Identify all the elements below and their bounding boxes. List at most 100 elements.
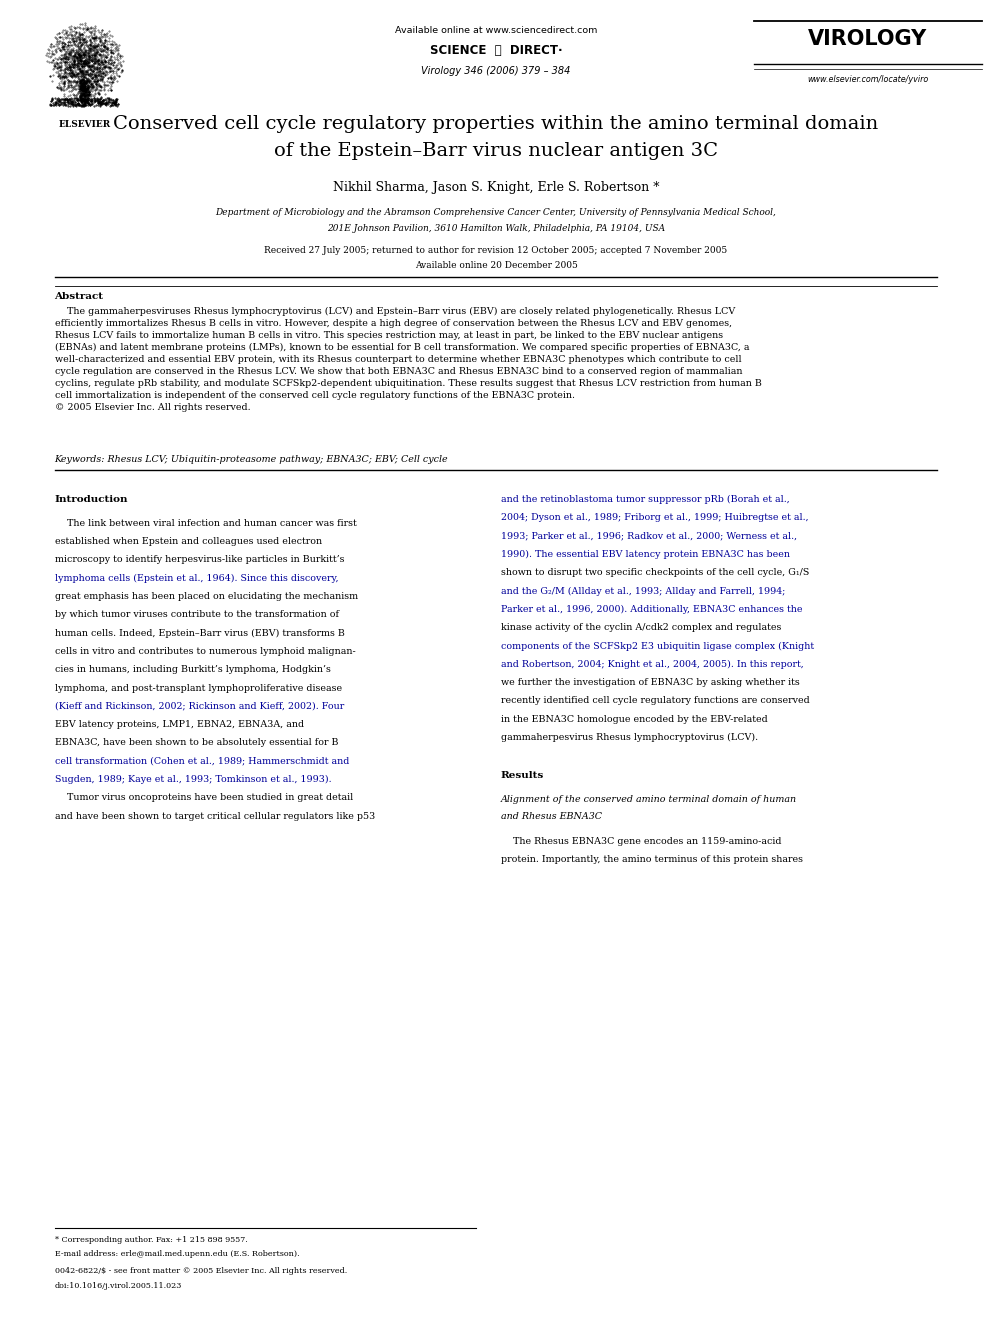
Point xyxy=(70,33,86,54)
Point xyxy=(104,33,120,54)
Point xyxy=(73,33,89,54)
Point xyxy=(83,79,99,101)
Point xyxy=(89,78,105,99)
Point xyxy=(76,94,92,115)
Point xyxy=(88,70,104,91)
Point xyxy=(68,64,84,85)
Point xyxy=(71,50,87,71)
Point xyxy=(83,36,99,57)
Point xyxy=(91,53,107,74)
Point xyxy=(80,64,96,85)
Point xyxy=(100,44,116,65)
Point xyxy=(92,32,108,53)
Point xyxy=(98,74,114,95)
Point xyxy=(73,53,89,74)
Point xyxy=(72,85,88,106)
Point xyxy=(102,79,118,101)
Point xyxy=(59,36,74,57)
Point xyxy=(57,66,72,87)
Point xyxy=(87,26,103,48)
Point xyxy=(95,90,111,111)
Point xyxy=(54,91,69,112)
Point xyxy=(67,85,83,106)
Point xyxy=(110,40,126,61)
Point xyxy=(81,89,97,110)
Point xyxy=(97,61,113,82)
Point xyxy=(62,45,78,66)
Point xyxy=(87,71,103,93)
Point xyxy=(87,62,103,83)
Point xyxy=(53,60,68,81)
Point xyxy=(58,78,73,99)
Point xyxy=(67,95,83,116)
Point xyxy=(69,52,85,73)
Point xyxy=(88,75,104,97)
Point xyxy=(61,54,76,75)
Point xyxy=(97,90,113,111)
Point xyxy=(92,29,108,50)
Point xyxy=(57,32,72,53)
Point xyxy=(78,53,94,74)
Point xyxy=(62,90,78,111)
Point xyxy=(75,56,91,77)
Point xyxy=(78,79,94,101)
Point xyxy=(102,66,118,87)
Point xyxy=(95,34,111,56)
Point xyxy=(75,66,91,87)
Point xyxy=(67,17,83,38)
Point xyxy=(86,33,102,54)
Point xyxy=(71,87,87,108)
Point xyxy=(51,54,66,75)
Point xyxy=(83,75,99,97)
Point xyxy=(70,74,86,95)
Point xyxy=(74,91,90,112)
Point xyxy=(76,78,92,99)
Text: Available online at www.sciencedirect.com: Available online at www.sciencedirect.co… xyxy=(395,26,597,36)
Point xyxy=(108,62,124,83)
Point xyxy=(70,52,86,73)
Point xyxy=(68,21,84,42)
Point xyxy=(49,91,64,112)
Point xyxy=(65,37,81,58)
Point xyxy=(41,52,57,73)
Point xyxy=(75,29,91,50)
Point xyxy=(78,82,94,103)
Point xyxy=(52,22,67,44)
Point xyxy=(91,74,107,95)
Point xyxy=(73,71,89,93)
Point xyxy=(74,48,90,69)
Point xyxy=(102,56,118,77)
Point xyxy=(98,93,114,114)
Point xyxy=(50,36,65,57)
Point xyxy=(84,61,100,82)
Point xyxy=(92,91,108,112)
Point xyxy=(72,74,88,95)
Point xyxy=(94,70,110,91)
Text: 1993; Parker et al., 1996; Radkov et al., 2000; Werness et al.,: 1993; Parker et al., 1996; Radkov et al.… xyxy=(501,532,798,541)
Point xyxy=(57,48,72,69)
Point xyxy=(85,37,101,58)
Point xyxy=(72,29,88,50)
Point xyxy=(57,89,72,110)
Point xyxy=(97,30,113,52)
Point xyxy=(85,87,101,108)
Point xyxy=(87,50,103,71)
Point xyxy=(87,42,103,64)
Point xyxy=(96,40,112,61)
Point xyxy=(79,78,95,99)
Point xyxy=(95,34,111,56)
Point xyxy=(74,95,90,116)
Point xyxy=(70,95,86,116)
Point xyxy=(102,91,118,112)
Point xyxy=(78,90,94,111)
Point xyxy=(93,62,109,83)
Point xyxy=(91,90,107,111)
Point xyxy=(103,67,119,89)
Point xyxy=(78,81,94,102)
Point xyxy=(98,37,114,58)
Point xyxy=(63,44,79,65)
Point xyxy=(74,73,90,94)
Point xyxy=(75,41,91,62)
Point xyxy=(107,40,123,61)
Point xyxy=(64,48,80,69)
